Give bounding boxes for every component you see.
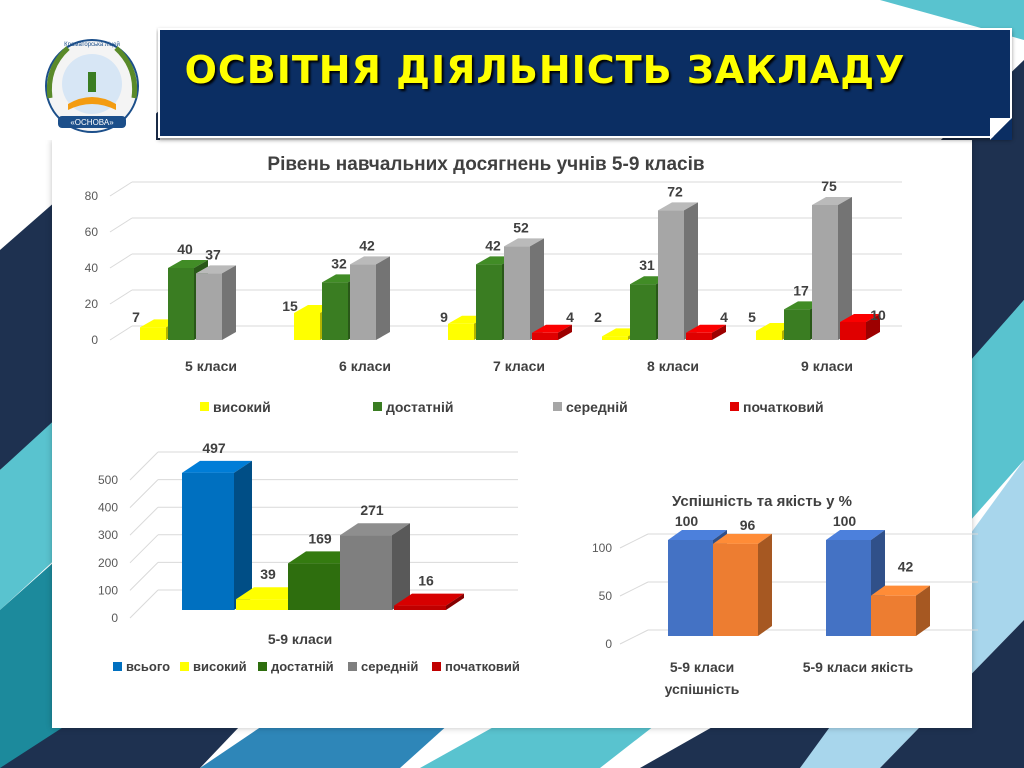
school-logo: «ОСНОВА» Краматорська ліцей <box>28 28 156 140</box>
logo-emblem: «ОСНОВА» Краматорська ліцей <box>45 39 139 133</box>
page-title: ОСВІТНЯ ДІЯЛЬНІСТЬ ЗАКЛАДУ <box>184 48 906 92</box>
logo-top-text: Краматорська ліцей <box>64 41 120 48</box>
page-curl-icon <box>990 118 1012 140</box>
logo-ribbon-text: «ОСНОВА» <box>70 118 114 127</box>
content-card <box>52 140 972 728</box>
title-banner: ОСВІТНЯ ДІЯЛЬНІСТЬ ЗАКЛАДУ <box>158 28 1012 138</box>
